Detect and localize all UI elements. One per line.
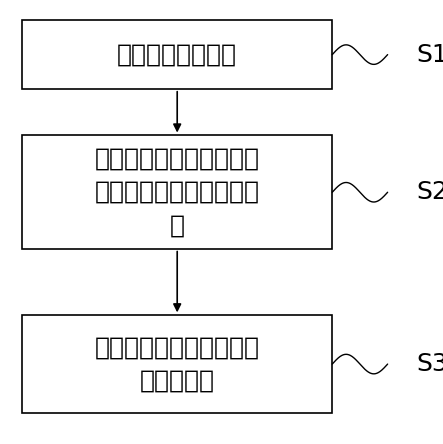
Text: S1: S1 [416, 43, 443, 67]
Text: 根据可视化数据结果，推
送商品信息: 根据可视化数据结果，推 送商品信息 [95, 335, 260, 393]
Text: 对商品数据信息做可视化
处理，得到可视化数据结
果: 对商品数据信息做可视化 处理，得到可视化数据结 果 [95, 147, 260, 238]
Text: S3: S3 [416, 352, 443, 376]
Text: 获取商品数据信息: 获取商品数据信息 [117, 42, 237, 67]
Bar [22, 315, 332, 413]
Bar [22, 135, 332, 249]
Text: S2: S2 [416, 180, 443, 204]
Bar [22, 20, 332, 89]
